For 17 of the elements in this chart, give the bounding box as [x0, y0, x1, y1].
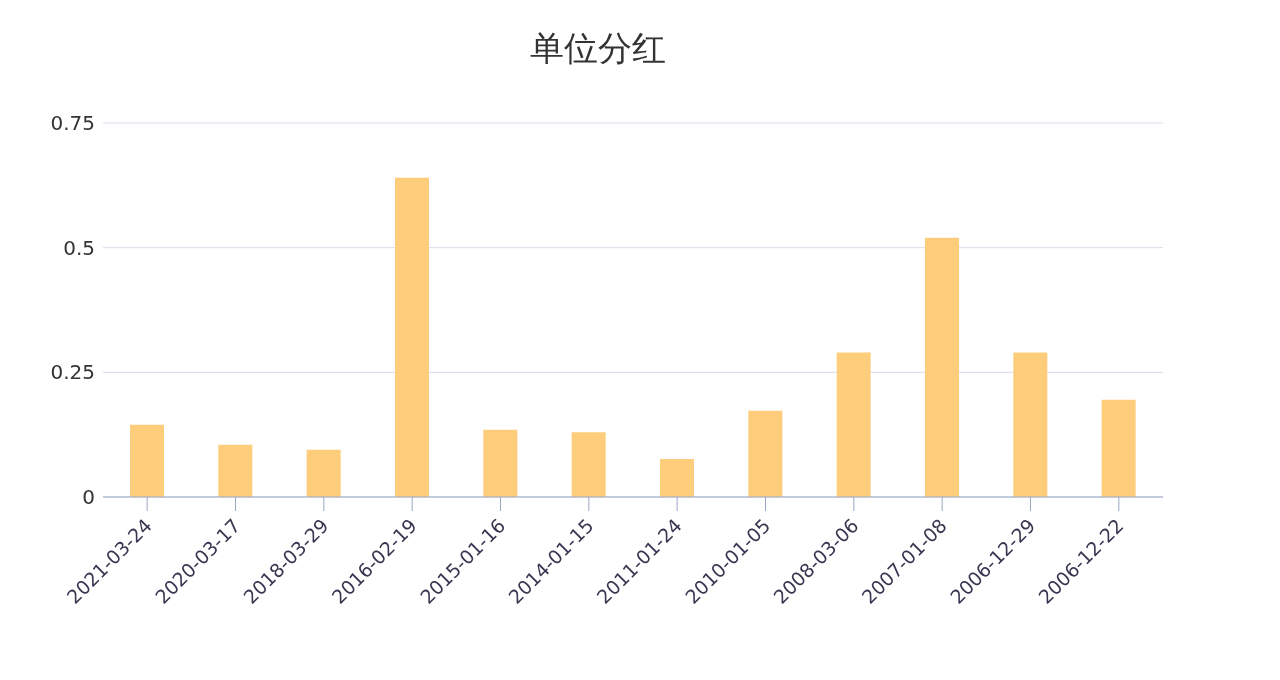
bar	[571, 432, 606, 497]
y-tick-label: 0.5	[63, 235, 95, 260]
y-tick-label: 0.25	[50, 360, 95, 385]
bar	[660, 459, 694, 497]
bar	[836, 352, 871, 497]
y-tick-label: 0	[82, 485, 95, 510]
bar	[483, 429, 518, 497]
bar	[1013, 352, 1048, 497]
bar	[306, 449, 341, 497]
bar	[395, 177, 429, 497]
bar	[130, 424, 164, 497]
y-tick-label: 0.75	[50, 111, 95, 136]
bar	[218, 444, 253, 497]
bar	[748, 410, 783, 497]
chart-title: 单位分红	[529, 27, 667, 70]
bar	[925, 237, 959, 497]
bar	[1101, 399, 1136, 497]
